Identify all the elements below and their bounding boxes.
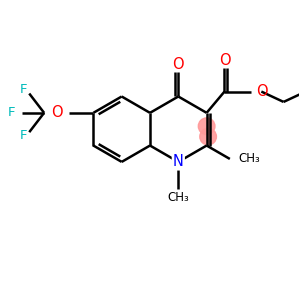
Circle shape: [200, 128, 216, 145]
Text: CH₃: CH₃: [238, 152, 260, 165]
Text: O: O: [51, 105, 62, 120]
Text: CH₃: CH₃: [167, 190, 189, 203]
Text: O: O: [172, 57, 184, 72]
Text: O: O: [256, 84, 268, 99]
Text: F: F: [8, 106, 15, 119]
Text: N: N: [173, 154, 184, 169]
Circle shape: [198, 118, 215, 134]
Text: O: O: [219, 53, 230, 68]
Text: F: F: [20, 129, 28, 142]
Text: F: F: [20, 83, 28, 97]
